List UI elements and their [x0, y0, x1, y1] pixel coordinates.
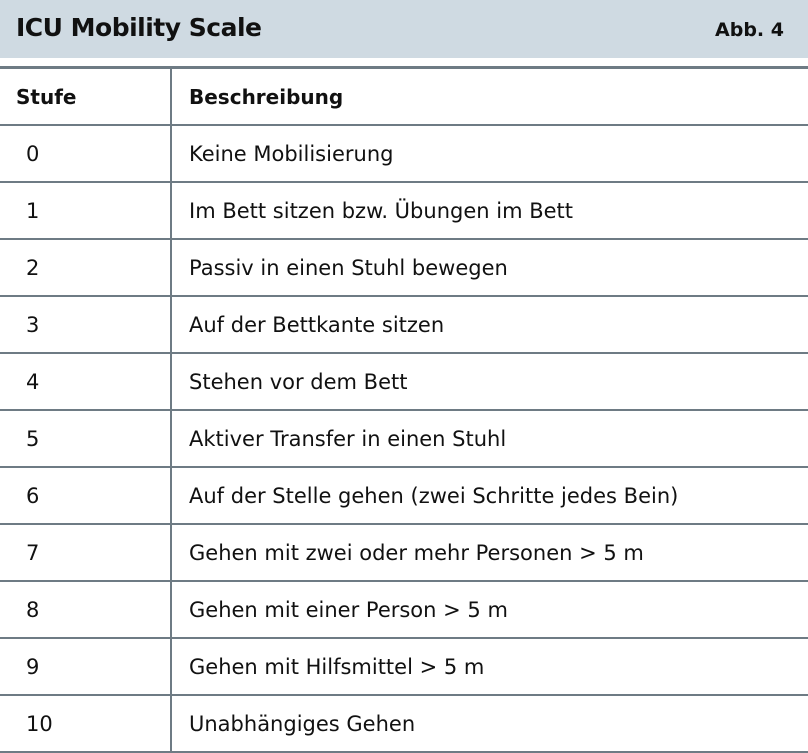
description-cell: Auf der Stelle gehen (zwei Schritte jede… [171, 467, 808, 525]
level-cell: 4 [0, 353, 172, 411]
description-cell: Im Bett sitzen bzw. Übungen im Bett [171, 182, 808, 240]
table-row: 6 Auf der Stelle gehen (zwei Schritte jed… [0, 467, 808, 525]
table-row: 4 Stehen vor dem Bett [0, 353, 808, 411]
table-row: 7 Gehen mit zwei oder mehr Personen > 5 m [0, 524, 808, 582]
table-row: 9 Gehen mit Hilfsmittel > 5 m [0, 638, 808, 696]
description-cell: Gehen mit Hilfsmittel > 5 m [171, 638, 808, 696]
description-cell: Keine Mobilisierung [171, 125, 808, 183]
level-cell: 3 [0, 296, 172, 354]
column-header-stufe: Stufe [0, 66, 172, 126]
description-cell: Unabhängiges Gehen [171, 695, 808, 753]
description-cell: Gehen mit zwei oder mehr Personen > 5 m [171, 524, 808, 582]
level-cell: 9 [0, 638, 172, 696]
table-header-row: Stufe Beschreibung [0, 66, 808, 126]
table-row: 10 Unabhängiges Gehen [0, 695, 808, 753]
level-cell: 2 [0, 239, 172, 297]
table-row: 3 Auf der Bettkante sitzen [0, 296, 808, 354]
level-cell: 0 [0, 125, 172, 183]
title-band: ICU Mobility Scale Abb. 4 [0, 0, 808, 58]
description-cell: Aktiver Transfer in einen Stuhl [171, 410, 808, 468]
table-row: 5 Aktiver Transfer in einen Stuhl [0, 410, 808, 468]
figure-label: Abb. 4 [715, 19, 784, 41]
description-cell: Auf der Bettkante sitzen [171, 296, 808, 354]
description-cell: Stehen vor dem Bett [171, 353, 808, 411]
table-row: 0 Keine Mobilisierung [0, 125, 808, 183]
table-row: 8 Gehen mit einer Person > 5 m [0, 581, 808, 639]
table-title: ICU Mobility Scale [16, 13, 262, 42]
table-row: 2 Passiv in einen Stuhl bewegen [0, 239, 808, 297]
column-header-beschreibung: Beschreibung [171, 66, 808, 126]
description-cell: Passiv in einen Stuhl bewegen [171, 239, 808, 297]
level-cell: 7 [0, 524, 172, 582]
description-cell: Gehen mit einer Person > 5 m [171, 581, 808, 639]
level-cell: 10 [0, 695, 172, 753]
level-cell: 1 [0, 182, 172, 240]
level-cell: 6 [0, 467, 172, 525]
level-cell: 5 [0, 410, 172, 468]
level-cell: 8 [0, 581, 172, 639]
mobility-scale-table: Stufe Beschreibung 0 Keine Mobilisierung 1… [0, 66, 808, 753]
table-row: 1 Im Bett sitzen bzw. Übungen im Bett [0, 182, 808, 240]
